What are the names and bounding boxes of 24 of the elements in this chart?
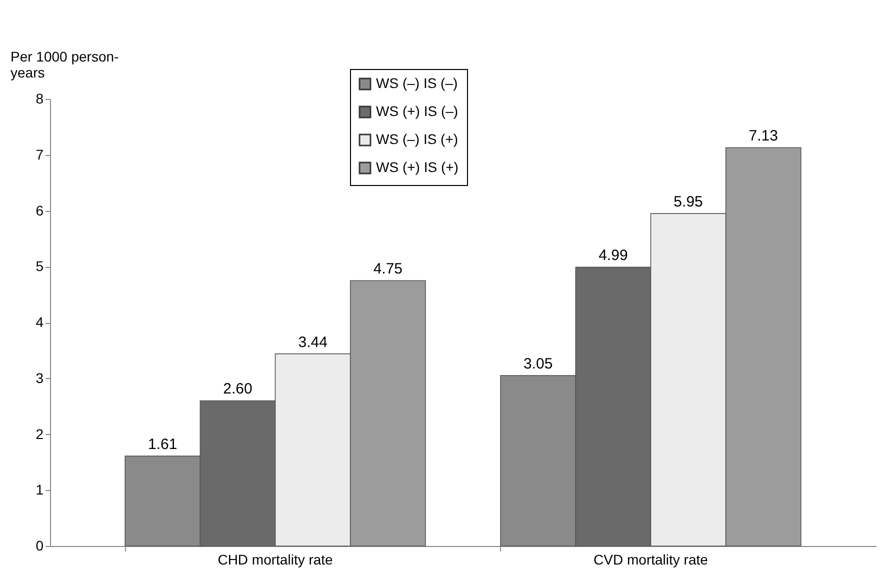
text: 4.75 bbox=[373, 260, 403, 278]
legend-label: WS (–) IS (+) bbox=[376, 131, 458, 147]
text: 7.13 bbox=[748, 128, 778, 145]
text: 1.61 bbox=[148, 436, 178, 454]
x-tick-label: CVD mortality rate bbox=[594, 552, 708, 568]
y-tick-label: 0 bbox=[36, 538, 44, 554]
text: 3.44 bbox=[298, 334, 328, 351]
y-tick-label: 3 bbox=[36, 370, 44, 386]
text: 5.95 bbox=[674, 194, 703, 211]
x-tick-label: CHD mortality rate bbox=[218, 552, 334, 568]
text: 3.05 bbox=[523, 356, 553, 373]
y-tick-label: 8 bbox=[36, 90, 44, 106]
y-axis-title: Per 1000 person-years bbox=[10, 48, 120, 80]
text: 2.60 bbox=[223, 380, 252, 398]
legend-label: WS (+) IS (–) bbox=[376, 103, 458, 119]
y-tick-label: 1 bbox=[36, 482, 44, 498]
legend-label: WS (+) IS (+) bbox=[376, 159, 458, 175]
y-tick-label: 5 bbox=[36, 258, 44, 274]
y-tick-label: 2 bbox=[36, 426, 44, 442]
y-tick-label: 7 bbox=[36, 146, 44, 162]
legend-label: WS (–) IS (–) bbox=[376, 75, 458, 91]
y-tick-label: 6 bbox=[36, 202, 44, 218]
text: 4.99 bbox=[598, 247, 628, 264]
y-tick-label: 4 bbox=[36, 314, 44, 330]
